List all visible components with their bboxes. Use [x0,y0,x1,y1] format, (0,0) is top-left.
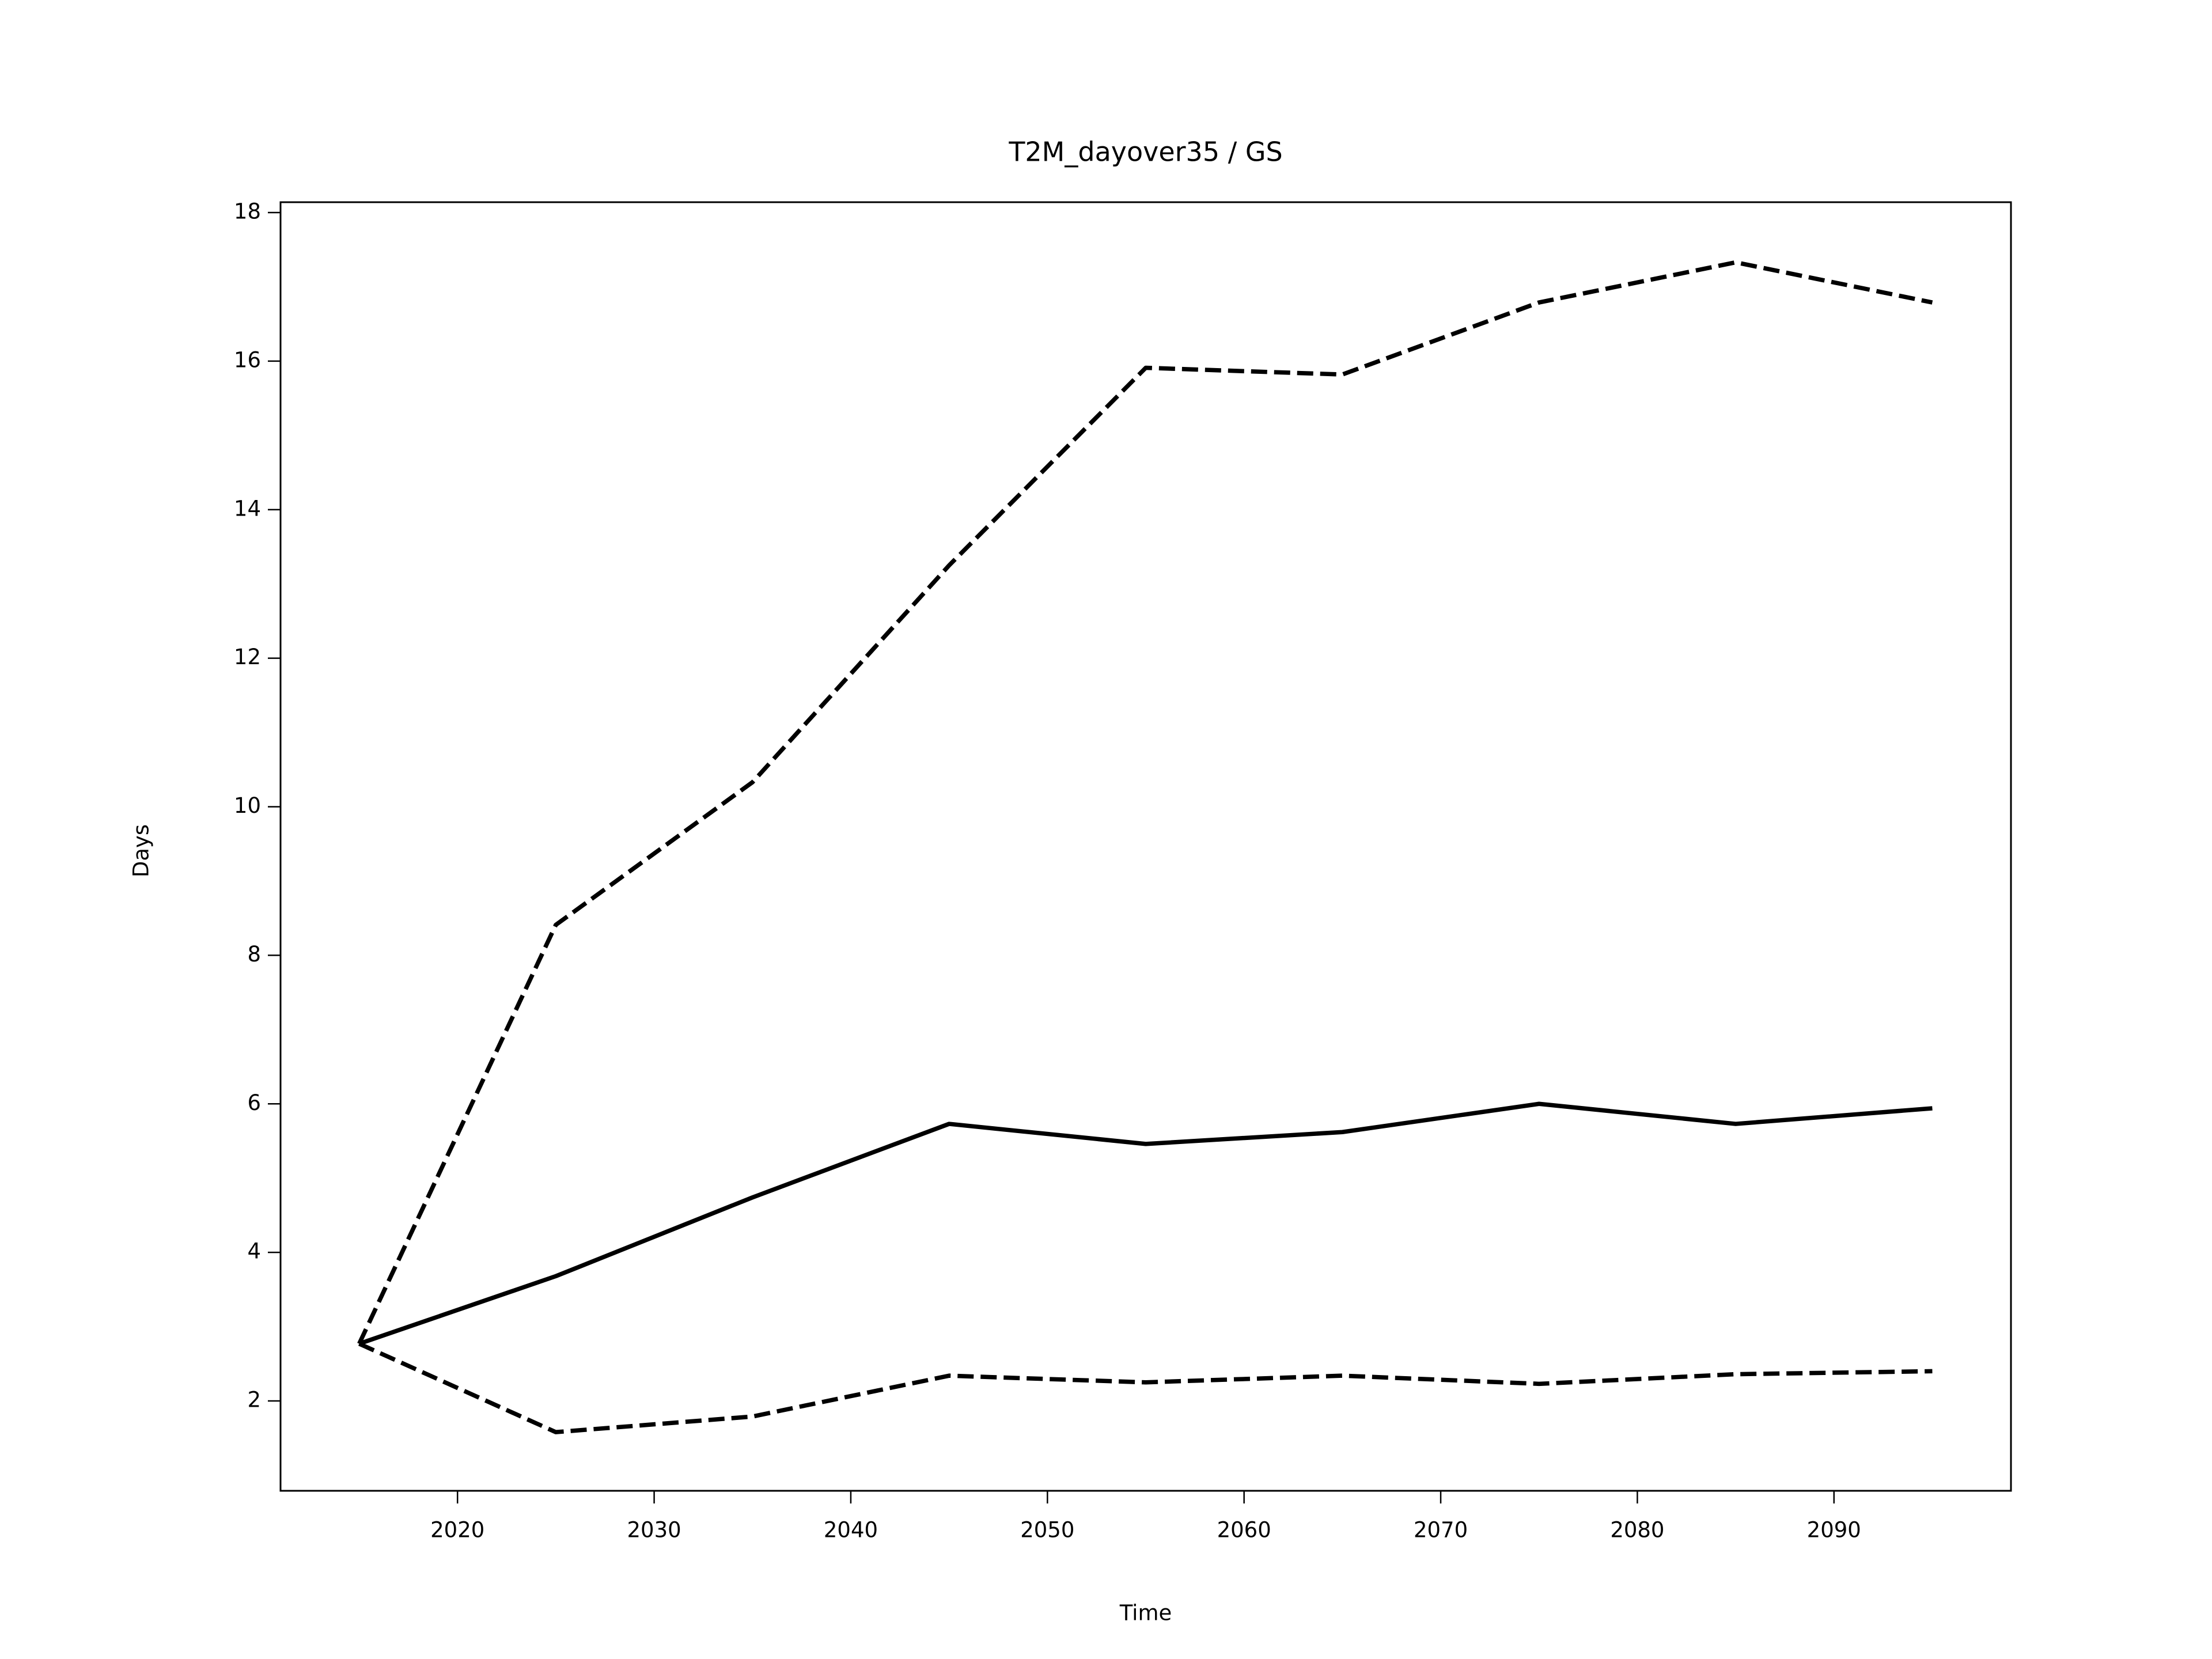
x-tick-label: 2070 [1414,1518,1468,1543]
series-line [358,1101,1933,1346]
x-tick-label: 2090 [1807,1518,1861,1543]
x-tick-label: 2060 [1217,1518,1271,1543]
y-axis-label: Days [129,824,154,877]
series-line [357,260,1933,1345]
x-axis-label: Time [1119,1601,1172,1626]
plot-frame [279,201,2012,1492]
y-tick-label: 4 [247,1239,261,1264]
y-tick-label: 12 [234,645,261,669]
y-tick-label: 16 [234,347,261,372]
y-tick-label: 6 [247,1090,261,1115]
y-tick-label: 10 [234,793,261,818]
series-line [358,1342,1933,1434]
y-tick-label: 2 [247,1387,261,1412]
x-tick-label: 2050 [1020,1518,1074,1543]
y-tick-label: 8 [247,942,261,967]
chart-title: T2M_dayover35 / GS [1008,137,1282,168]
y-tick-label: 18 [234,199,261,224]
x-tick-label: 2080 [1610,1518,1664,1543]
x-tick-label: 2040 [824,1518,878,1543]
x-tick-label: 2030 [627,1518,681,1543]
x-tick-label: 2020 [430,1518,484,1543]
y-tick-label: 14 [234,496,261,521]
